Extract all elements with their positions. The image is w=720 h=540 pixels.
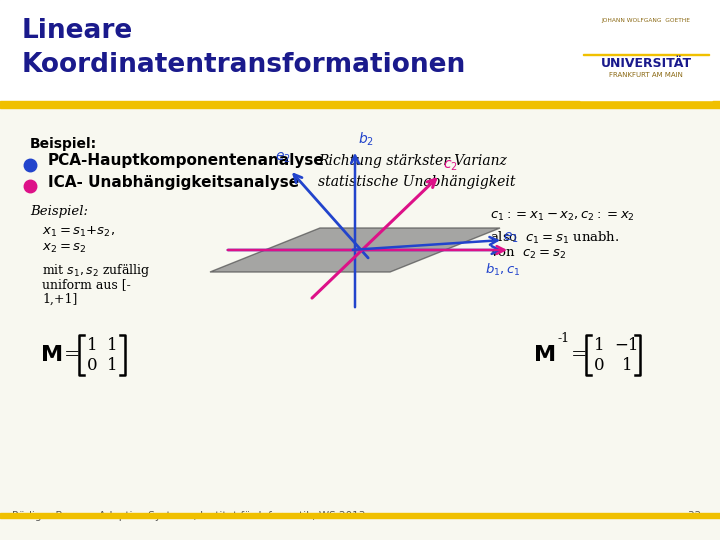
Text: - 32 -: - 32 - (680, 511, 708, 521)
Bar (0, 108, 720, 515)
Text: 1: 1 (107, 356, 117, 374)
Text: $e_2$: $e_2$ (275, 151, 291, 165)
Text: von  $c_2 = s_2$: von $c_2 = s_2$ (490, 248, 566, 261)
Text: Lineare: Lineare (22, 18, 133, 44)
Text: statistische Unabhängigkeit: statistische Unabhängigkeit (318, 175, 516, 189)
Text: UNIVERSITÄT: UNIVERSITÄT (600, 57, 692, 70)
Text: mit $s_1,s_2$ zufällig: mit $s_1,s_2$ zufällig (42, 262, 150, 279)
Text: 1: 1 (621, 356, 632, 374)
Text: uniform aus [-: uniform aus [- (42, 278, 131, 291)
Text: Richtung stärkster Varianz: Richtung stärkster Varianz (318, 154, 507, 168)
Text: $x_2 = s_2$: $x_2 = s_2$ (42, 242, 86, 255)
Bar (0, 101, 720, 108)
Text: also  $c_1 = s_1$ unabh.: also $c_1 = s_1$ unabh. (490, 230, 619, 246)
Text: 0: 0 (86, 356, 97, 374)
Text: 1: 1 (107, 336, 117, 354)
Text: $x_1 = s_1{+}s_2,$: $x_1 = s_1{+}s_2,$ (42, 225, 115, 239)
Bar (583, 53, 709, 55)
Text: $b_2$: $b_2$ (358, 131, 374, 148)
Text: 1: 1 (594, 336, 604, 354)
Bar (580, 5, 712, 100)
Text: =: = (571, 346, 588, 364)
Text: Koordinatentransformationen: Koordinatentransformationen (22, 52, 467, 78)
Text: -1: -1 (557, 332, 569, 345)
Text: −1: −1 (615, 336, 639, 354)
Text: JOHANN WOLFGANG  GOETHE: JOHANN WOLFGANG GOETHE (601, 18, 690, 23)
Text: =: = (64, 346, 81, 364)
Text: 1: 1 (86, 336, 97, 354)
Text: $e_1$: $e_1$ (503, 231, 519, 245)
Text: $\mathbf{M}$: $\mathbf{M}$ (40, 344, 62, 366)
Text: $\mathbf{M}$: $\mathbf{M}$ (533, 344, 555, 366)
Text: 1,+1]: 1,+1] (42, 293, 77, 306)
Text: Rüdiger Brause: Adaptive Systeme, Institut für Informatik, WS 2013: Rüdiger Brause: Adaptive Systeme, Instit… (12, 511, 365, 521)
Text: $b_1, c_1$: $b_1, c_1$ (485, 262, 521, 278)
Text: $c_1 := x_1 - x_2, c_2 := x_2$: $c_1 := x_1 - x_2, c_2 := x_2$ (490, 210, 635, 223)
Text: Beispiel:: Beispiel: (30, 137, 97, 151)
Text: ICA- Unabhängigkeitsanalyse: ICA- Unabhängigkeitsanalyse (48, 174, 299, 190)
Bar (0, 0, 720, 105)
Bar (0, 513, 720, 518)
Text: FRANKFURT AM MAIN: FRANKFURT AM MAIN (609, 72, 683, 78)
Text: PCA-Hauptkomponentenanalyse: PCA-Hauptkomponentenanalyse (48, 153, 325, 168)
Text: Beispiel:: Beispiel: (30, 205, 88, 218)
Text: 0: 0 (594, 356, 604, 374)
Polygon shape (210, 228, 500, 272)
Text: $c_2$: $c_2$ (443, 159, 458, 173)
